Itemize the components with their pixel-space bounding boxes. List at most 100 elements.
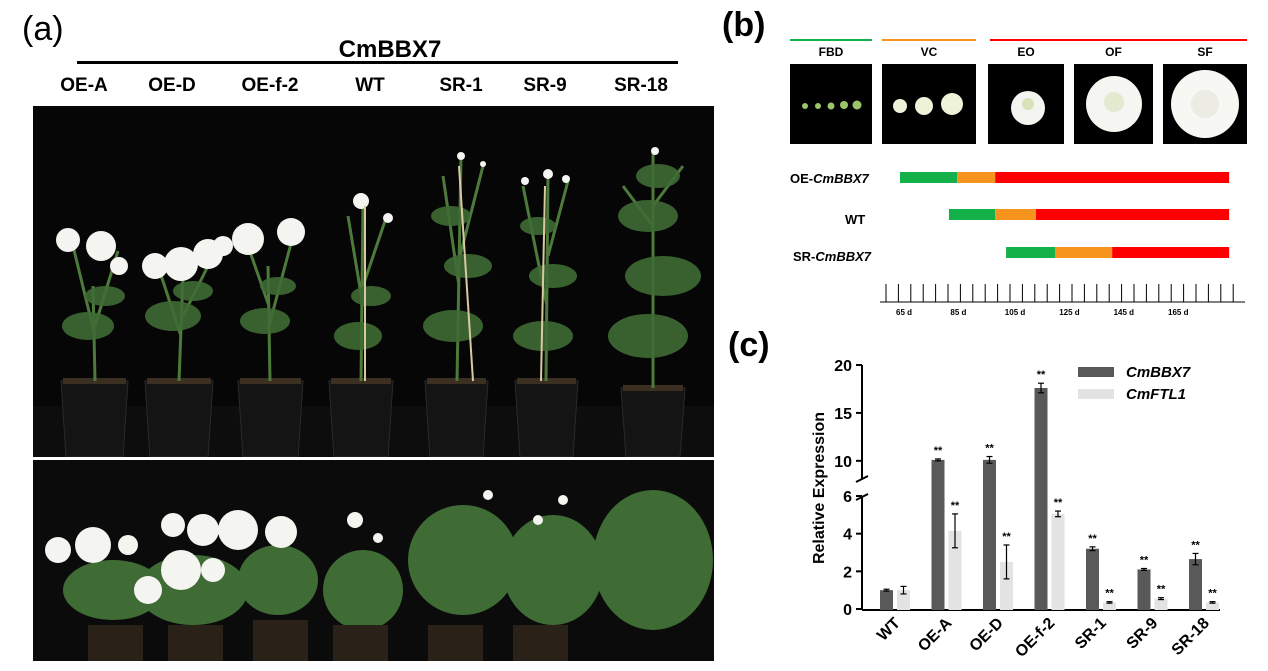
timeline-tick-label: 165 d bbox=[1168, 308, 1189, 317]
stage-label: EO bbox=[1017, 45, 1035, 59]
bar-cmbbx7 bbox=[1034, 388, 1048, 610]
timeline-segment bbox=[995, 209, 1036, 220]
bar-cmbbx7 bbox=[880, 590, 893, 610]
bar-cmbbx7 bbox=[931, 459, 945, 610]
column-label: OE-D bbox=[148, 75, 196, 96]
timeline-segment bbox=[995, 172, 1230, 183]
timeline-row-label-sr: SR-CmBBX7 bbox=[793, 249, 872, 264]
bar-cmftl1 bbox=[948, 530, 962, 610]
bar-cmftl1 bbox=[1051, 513, 1065, 610]
x-tick-label: SR-1 bbox=[1072, 615, 1110, 653]
x-tick-label: OE-f-2 bbox=[1012, 615, 1058, 661]
stage-photo-sf bbox=[1163, 64, 1247, 144]
timeline-segment bbox=[900, 172, 958, 183]
legend-label: CmFTL1 bbox=[1126, 386, 1186, 403]
panel-c-label: (c) bbox=[728, 326, 770, 364]
legend-swatch bbox=[1078, 367, 1114, 377]
stage-label: FBD bbox=[818, 45, 844, 59]
y-tick-label: 4 bbox=[843, 527, 852, 544]
legend-label: CmBBX7 bbox=[1126, 364, 1191, 381]
significance-mark: ** bbox=[1208, 588, 1217, 600]
stage-group-line-green bbox=[790, 39, 872, 41]
plant-photo-side-view bbox=[33, 106, 714, 457]
bar-cmftl1 bbox=[1103, 602, 1116, 610]
significance-mark: ** bbox=[1002, 531, 1011, 543]
x-tick-label: OE-D bbox=[967, 615, 1007, 655]
timeline-bars bbox=[900, 172, 1230, 258]
significance-mark: ** bbox=[1105, 588, 1114, 600]
column-label: OE-f-2 bbox=[241, 75, 299, 96]
panel-a-label: (a) bbox=[22, 10, 64, 48]
plant-photo-top-view bbox=[33, 460, 714, 661]
stage-group-line-orange bbox=[882, 39, 976, 41]
column-label: OE-A bbox=[60, 75, 108, 96]
significance-mark: ** bbox=[1157, 584, 1166, 596]
gene-title: CmBBX7 bbox=[338, 36, 442, 63]
plant-photo-top-graphic bbox=[33, 460, 714, 661]
y-tick-label: 6 bbox=[843, 489, 852, 506]
column-label: SR-1 bbox=[439, 75, 483, 96]
plant-photo-side-graphic bbox=[33, 106, 714, 457]
timeline-segment bbox=[957, 172, 996, 183]
significance-mark: ** bbox=[1088, 533, 1097, 545]
stage-photo-of bbox=[1074, 64, 1153, 144]
x-tick-label: OE-A bbox=[915, 614, 956, 655]
column-label: SR-9 bbox=[523, 75, 567, 96]
early-opening-graphic bbox=[1011, 91, 1045, 125]
visible-color-graphic bbox=[893, 93, 963, 115]
flowering-timeline: 65 d 85 d 105 d 125 d 145 d 165 d bbox=[880, 172, 1245, 317]
expression-bar-chart: 0 2 4 6 10 15 20 Relative Expression WT ** ** OE-A *… bbox=[811, 358, 1220, 661]
y-tick-label: 10 bbox=[834, 454, 852, 471]
x-tick-label: WT bbox=[874, 615, 904, 645]
timeline-tick-label: 85 d bbox=[950, 308, 966, 317]
y-tick-label: 2 bbox=[843, 564, 852, 581]
timeline-tick-label: 65 d bbox=[896, 308, 912, 317]
timeline-row-label-oe: OE-CmBBX7 bbox=[790, 171, 869, 186]
bar-cmbbx7 bbox=[1086, 548, 1099, 610]
stage-label: OF bbox=[1105, 45, 1122, 59]
stage-label: VC bbox=[920, 45, 938, 59]
timeline-tick-label: 125 d bbox=[1059, 308, 1080, 317]
axis-break-mark bbox=[855, 475, 869, 483]
bar-cmbbx7 bbox=[1137, 569, 1151, 610]
significance-mark: ** bbox=[1037, 369, 1046, 381]
significance-mark: ** bbox=[1054, 497, 1063, 509]
stage-group-line-red bbox=[990, 39, 1247, 41]
bar-cmbbx7 bbox=[983, 459, 996, 610]
y-tick-label: 15 bbox=[834, 406, 852, 423]
timeline-segment bbox=[1055, 247, 1113, 258]
senescent-flower-graphic bbox=[1171, 70, 1239, 138]
bar-cmftl1 bbox=[1206, 602, 1219, 610]
timeline-tick-label: 145 d bbox=[1114, 308, 1135, 317]
stage-label: SF bbox=[1197, 45, 1213, 59]
significance-mark: ** bbox=[1191, 539, 1200, 551]
column-label: WT bbox=[355, 75, 385, 96]
y-tick-label: 0 bbox=[843, 602, 852, 619]
opening-flower-graphic bbox=[1086, 76, 1142, 132]
stage-photo-eo bbox=[988, 64, 1064, 144]
timeline-axis: 65 d 85 d 105 d 125 d 145 d 165 d bbox=[880, 284, 1245, 317]
bar-cmftl1 bbox=[1154, 598, 1168, 610]
panel-b-label: (b) bbox=[722, 6, 766, 44]
flower-bud-graphic bbox=[802, 100, 862, 110]
stage-photo-vc bbox=[882, 64, 976, 144]
x-tick-label: SR-18 bbox=[1169, 615, 1213, 659]
stage-photo-fbd bbox=[790, 64, 872, 144]
timeline-tick-label: 105 d bbox=[1005, 308, 1026, 317]
significance-mark: ** bbox=[951, 500, 960, 512]
timeline-row-label-wt: WT bbox=[845, 212, 866, 227]
column-label: SR-18 bbox=[614, 75, 668, 96]
timeline-segment bbox=[1112, 247, 1230, 258]
timeline-segment bbox=[1006, 247, 1056, 258]
significance-mark: ** bbox=[1140, 555, 1149, 567]
y-axis-title: Relative Expression bbox=[811, 412, 828, 564]
timeline-segment bbox=[1036, 209, 1230, 220]
title-underline bbox=[77, 61, 678, 64]
bar-cmftl1 bbox=[897, 590, 910, 610]
bar-cmftl1 bbox=[1000, 561, 1013, 610]
significance-mark: ** bbox=[934, 445, 943, 457]
y-tick-label: 20 bbox=[834, 358, 852, 375]
x-tick-label: SR-9 bbox=[1124, 615, 1162, 653]
significance-mark: ** bbox=[985, 443, 994, 455]
timeline-segment bbox=[948, 209, 996, 220]
